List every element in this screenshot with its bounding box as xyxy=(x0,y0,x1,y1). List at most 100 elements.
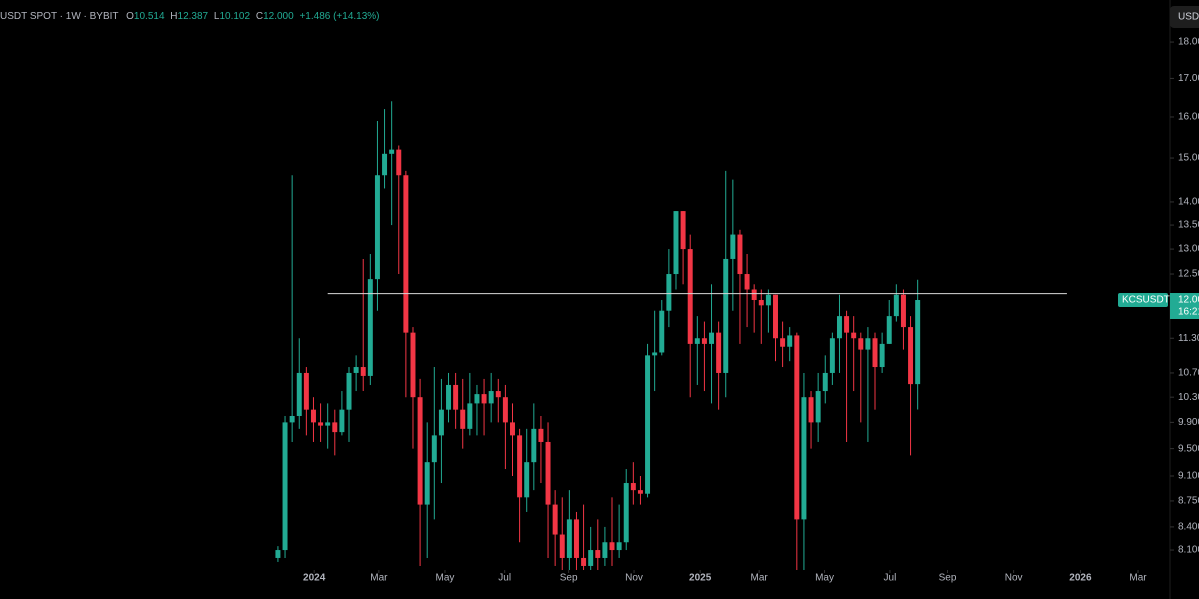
y-tick-label: 13.50 xyxy=(1178,220,1199,231)
candle-body xyxy=(687,249,693,344)
currency-button[interactable] xyxy=(1170,6,1199,28)
candle-body xyxy=(573,519,579,558)
y-tick-label: 10.30 xyxy=(1178,392,1199,403)
y-tick-label: 16.00 xyxy=(1178,112,1199,123)
candle-body xyxy=(510,422,515,436)
candle-body xyxy=(318,422,324,426)
candle-body xyxy=(780,338,786,347)
x-tick-label: 2024 xyxy=(303,573,326,584)
candle-body xyxy=(289,415,295,423)
candle-body xyxy=(730,234,736,259)
candle-body xyxy=(552,504,558,535)
candle-body xyxy=(410,332,416,398)
y-tick-label: 8.100 xyxy=(1178,545,1199,556)
y-tick-label: 15.00 xyxy=(1178,153,1199,164)
candle-body xyxy=(758,300,764,306)
candle-body xyxy=(566,519,572,558)
candle-body xyxy=(346,372,352,410)
candle-body xyxy=(737,234,743,275)
candle-body xyxy=(382,153,388,176)
candle-body xyxy=(773,294,778,339)
candle-body xyxy=(787,335,793,347)
candle-body xyxy=(659,310,665,353)
price-tag-price: 12.000 xyxy=(1178,295,1199,306)
candle-body xyxy=(310,409,316,423)
candle-body xyxy=(403,175,409,333)
y-tick-label: 9.900 xyxy=(1178,417,1199,428)
candle-body xyxy=(701,338,707,344)
candle-body xyxy=(275,550,281,558)
candle-body xyxy=(446,384,452,410)
y-tick-label: 18.00 xyxy=(1178,37,1199,48)
x-tick-label: Sep xyxy=(939,573,957,584)
candle-body xyxy=(637,490,643,494)
currency-button-label[interactable]: USD xyxy=(1178,12,1199,23)
candle-body xyxy=(431,435,437,463)
candle-body xyxy=(666,274,672,311)
candle-body xyxy=(623,483,629,543)
x-tick-label: Mar xyxy=(1129,573,1147,584)
candle-body xyxy=(652,352,658,356)
ohlc-label: L xyxy=(214,11,220,22)
price-tag-symbol: KCSUSDT xyxy=(1122,295,1170,306)
x-tick-label: May xyxy=(436,573,455,584)
candle-body xyxy=(374,175,380,280)
ohlc-value: 12.387 xyxy=(178,11,209,22)
y-tick-label: 12.50 xyxy=(1178,269,1199,280)
candle-body xyxy=(481,394,487,404)
candle-body xyxy=(645,355,651,494)
candle-body xyxy=(296,372,302,416)
ohlc-label: C xyxy=(256,11,263,22)
candle-body xyxy=(474,394,480,404)
x-tick-label: 2025 xyxy=(689,573,712,584)
candle-body xyxy=(531,428,537,463)
candle-body xyxy=(844,316,850,333)
candle-body xyxy=(396,149,402,176)
x-tick-label: Mar xyxy=(751,573,769,584)
x-tick-label: Nov xyxy=(1005,573,1023,584)
candle-body xyxy=(801,397,807,520)
price-tag-bg xyxy=(1170,293,1199,320)
candle-body xyxy=(836,316,842,339)
candle-body xyxy=(460,409,466,429)
candle-body xyxy=(900,294,906,328)
y-tick-label: 10.70 xyxy=(1178,368,1199,379)
y-tick-label: 13.00 xyxy=(1178,244,1199,255)
x-tick-label: Sep xyxy=(560,573,578,584)
candle-body xyxy=(488,391,494,404)
candle-body xyxy=(332,422,338,433)
x-tick-label: May xyxy=(815,573,834,584)
y-tick-label: 17.00 xyxy=(1178,73,1199,84)
candle-body xyxy=(595,550,601,558)
candle-body xyxy=(908,327,914,385)
candle-body xyxy=(502,397,508,423)
candle-body xyxy=(886,316,892,344)
header: USDT SPOT · 1W · BYBIT O10.514 H12.387 L… xyxy=(0,11,380,22)
ohlc-value: 10.514 xyxy=(134,11,165,22)
candle-body xyxy=(829,338,835,373)
candle-body xyxy=(495,391,501,398)
candle-body xyxy=(517,435,523,498)
candle-body xyxy=(581,557,587,566)
candle-body xyxy=(282,422,288,551)
x-tick-label: Jul xyxy=(498,573,511,584)
plot xyxy=(275,101,921,570)
x-tick-label: Mar xyxy=(370,573,388,584)
candle-body xyxy=(303,372,309,410)
candle-body xyxy=(858,338,864,350)
y-tick-label: 9.500 xyxy=(1178,443,1199,454)
candle-body xyxy=(673,211,679,275)
candle-body xyxy=(588,550,594,566)
candle-body xyxy=(709,332,715,344)
candle-body xyxy=(389,149,395,154)
price-tag-countdown: 16:21 xyxy=(1178,307,1199,318)
candle-body xyxy=(744,274,750,290)
candle-body xyxy=(360,367,366,376)
candle-body xyxy=(538,428,544,442)
candle-body xyxy=(723,258,729,373)
candle-body xyxy=(609,542,615,551)
candle-body xyxy=(467,403,473,429)
price-tag-symbol-bg xyxy=(1118,293,1168,308)
candle-body xyxy=(559,534,565,558)
